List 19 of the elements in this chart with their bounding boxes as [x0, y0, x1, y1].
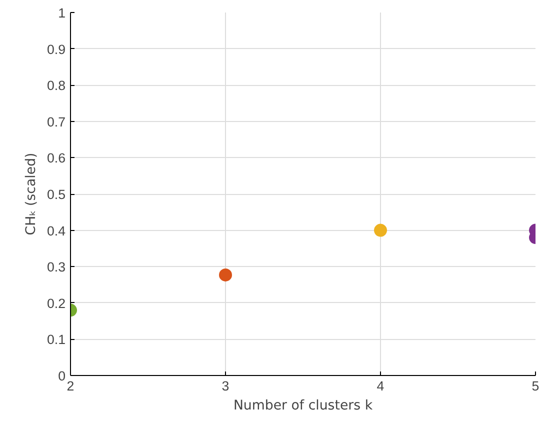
- x-tick-label: 5: [532, 378, 540, 394]
- x-tick-label: 4: [376, 378, 385, 394]
- y-tick-label: 0.1: [46, 332, 66, 348]
- y-tick-label: 0.3: [46, 260, 66, 275]
- x-tick-label: 2: [66, 378, 74, 394]
- x-axis-title: Number of clusters k: [233, 398, 373, 414]
- point: [374, 224, 387, 237]
- y-tick-label: 0: [58, 368, 66, 384]
- y-tick-label: 0.4: [46, 223, 66, 238]
- y-tick-label: 0.9: [46, 42, 66, 57]
- y-tick-label: 0.7: [46, 114, 66, 130]
- y-tick-label: 1: [58, 6, 66, 20]
- y-axis-title: CHₖ (scaled): [24, 152, 39, 236]
- y-tick-label: 0.8: [46, 78, 66, 94]
- point: [219, 268, 232, 282]
- y-tick-label: 0.6: [46, 150, 66, 166]
- y-tick-label: 0.5: [46, 187, 66, 202]
- x-tick-label: 3: [222, 378, 230, 394]
- y-tick-label: 0.2: [46, 296, 66, 311]
